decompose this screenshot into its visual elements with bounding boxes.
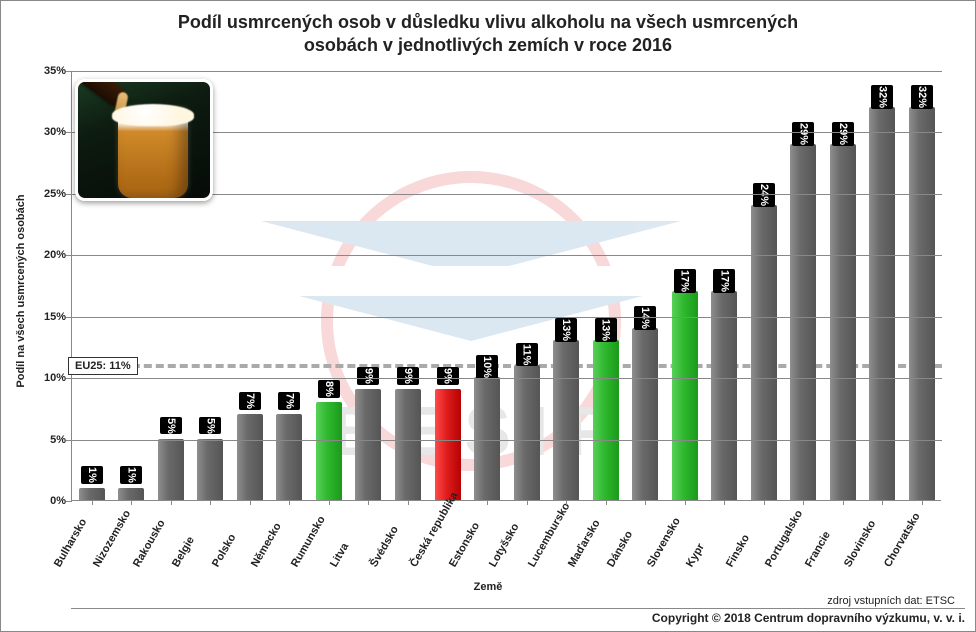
x-tickmark <box>131 500 132 505</box>
gridline <box>72 378 942 379</box>
inset-photo-beer <box>75 79 213 201</box>
bar-value-label: 8% <box>318 380 340 398</box>
bar: 14%Dánsko <box>632 328 658 500</box>
chart-title-line1: Podíl usmrcených osob v důsledku vlivu a… <box>178 12 798 32</box>
x-tickmark <box>645 500 646 505</box>
gridline <box>72 255 942 256</box>
bar: 8%Rumunsko <box>316 402 342 500</box>
x-tickmark <box>685 500 686 505</box>
bar-value-label: 1% <box>81 466 103 484</box>
x-tick-label: Chorvatsko <box>882 494 932 569</box>
x-tickmark <box>250 500 251 505</box>
bar: 17%Kypr <box>711 291 737 500</box>
bar: 5%Belgie <box>197 439 223 500</box>
x-tickmark <box>408 500 409 505</box>
source-text: zdroj vstupních dat: ETSC <box>827 595 955 607</box>
bar-value-label: 11% <box>516 343 538 366</box>
x-tickmark <box>368 500 369 505</box>
bar-value-label: 5% <box>160 417 182 435</box>
bar: 9%Švédsko <box>395 389 421 500</box>
x-tickmark <box>210 500 211 505</box>
y-tick-label: 0% <box>28 495 66 507</box>
x-axis-title: Země <box>1 581 975 593</box>
gridline <box>72 317 942 318</box>
x-tickmark <box>764 500 765 505</box>
x-tickmark <box>289 500 290 505</box>
bar-value-label: 10% <box>476 355 498 379</box>
y-tickmark <box>66 501 72 502</box>
bar-value-label: 32% <box>871 85 893 109</box>
bar-value-label: 13% <box>595 318 617 342</box>
x-tickmark <box>566 500 567 505</box>
y-tick-label: 25% <box>28 188 66 200</box>
y-tick-label: 20% <box>28 249 66 261</box>
x-tickmark <box>171 500 172 505</box>
gridline <box>72 71 942 72</box>
bar: 29%Francie <box>830 144 856 500</box>
y-tick-label: 10% <box>28 372 66 384</box>
y-tick-label: 15% <box>28 311 66 323</box>
copyright-text: Copyright © 2018 Centrum dopravního výzk… <box>71 608 965 625</box>
chart-frame: BESIP Podíl usmrcených osob v důsledku v… <box>0 0 976 632</box>
bar-value-label: 29% <box>832 122 854 146</box>
bar: 9%Litva <box>355 389 381 500</box>
bar: 13%Lucembursko <box>553 340 579 500</box>
bar-value-label: 7% <box>239 392 261 410</box>
bar-value-label: 9% <box>397 367 419 385</box>
x-tickmark <box>882 500 883 505</box>
bar-value-label: 17% <box>674 269 696 293</box>
y-tick-label: 5% <box>28 434 66 446</box>
bar-value-label: 9% <box>357 367 379 385</box>
bar: 9%Česká republika <box>435 389 461 500</box>
bar-value-label: 24% <box>753 183 775 207</box>
bar-value-label: 1% <box>120 466 142 484</box>
bar: 1%Nizozemsko <box>118 488 144 500</box>
bar-value-label: 17% <box>713 269 735 293</box>
x-tickmark <box>922 500 923 505</box>
bar: 24%Finsko <box>751 205 777 500</box>
x-tickmark <box>843 500 844 505</box>
x-tickmark <box>803 500 804 505</box>
bar: 13%Maďarsko <box>593 340 619 500</box>
chart-title-line2: osobách v jednotlivých zemích v roce 201… <box>304 35 672 55</box>
bar: 11%Lotyšsko <box>514 365 540 500</box>
bar: 7%Polsko <box>237 414 263 500</box>
y-tick-label: 30% <box>28 126 66 138</box>
x-tickmark <box>92 500 93 505</box>
bar-value-label: 9% <box>437 367 459 385</box>
bar-value-label: 32% <box>911 85 933 109</box>
y-tick-label: 35% <box>28 65 66 77</box>
bar: 29%Portugalsko <box>790 144 816 500</box>
y-axis-title: Podíl na všech usmrcených osobách <box>15 194 27 387</box>
bar-value-label: 13% <box>555 318 577 342</box>
x-tickmark <box>487 500 488 505</box>
x-tickmark <box>448 500 449 505</box>
x-tickmark <box>606 500 607 505</box>
bar: 5%Rakousko <box>158 439 184 500</box>
bar-value-label: 7% <box>278 392 300 410</box>
x-tickmark <box>329 500 330 505</box>
chart-title: Podíl usmrcených osob v důsledku vlivu a… <box>1 11 975 56</box>
bar: 32%Slovinsko <box>869 107 895 500</box>
bar: 32%Chorvatsko <box>909 107 935 500</box>
bar-value-label: 29% <box>792 122 814 146</box>
bar: 1%Bulharsko <box>79 488 105 500</box>
bar: 17%Slovensko <box>672 291 698 500</box>
bar: 7%Německo <box>276 414 302 500</box>
bar-value-label: 14% <box>634 306 656 330</box>
bar-value-label: 5% <box>199 417 221 435</box>
x-tickmark <box>724 500 725 505</box>
gridline <box>72 440 942 441</box>
x-tickmark <box>527 500 528 505</box>
